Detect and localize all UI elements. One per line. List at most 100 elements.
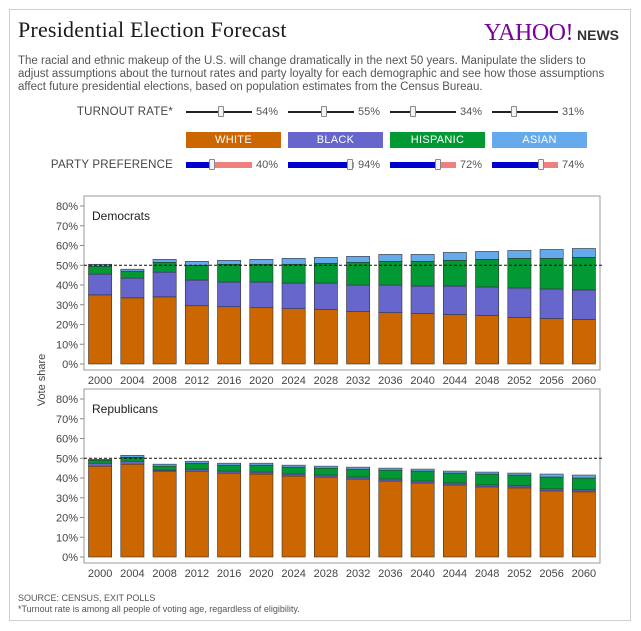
chart-1-x-tick-label: 2000 (88, 568, 112, 580)
chart-1-x-tick-label: 2036 (378, 568, 402, 580)
chart-0-bar-hispanic (442, 260, 467, 287)
chart-0-x-tick-label: 2044 (443, 375, 467, 387)
slider-handle[interactable] (347, 159, 354, 170)
democrat-share-fill (288, 162, 351, 168)
slider-handle[interactable] (510, 106, 517, 117)
chart-0-bar-white (475, 315, 500, 365)
chart-1-bar-asian (475, 471, 500, 475)
chart-1-bar-hispanic (249, 464, 274, 473)
chart-0-bar-white (249, 307, 274, 365)
chart-1-x-tick-label: 2028 (314, 568, 338, 580)
chart-0-bar-white (152, 296, 177, 365)
chart-0-bar-hispanic (281, 263, 306, 284)
chart-0-x-tick-label: 2024 (281, 375, 305, 387)
republican-share-fill (212, 162, 252, 168)
turnout-value-white: 54% (256, 106, 279, 118)
chart-0-bar-black (184, 279, 209, 307)
turnout-slider-asian[interactable] (492, 106, 558, 117)
chart-1-bar-white (442, 484, 467, 558)
logo-sub: NEWS (577, 27, 619, 43)
footnote-text: *Turnout rate is among all people of vot… (18, 604, 300, 614)
description: The racial and ethnic makeup of the U.S.… (18, 55, 605, 93)
chart-0-bar-asian (217, 260, 242, 265)
chart-0-bar-asian (152, 259, 177, 263)
chart-0-bar-white (539, 318, 564, 365)
slider-handle[interactable] (209, 159, 216, 170)
chart-0-bar-asian (507, 250, 532, 259)
chart-1-bar-white (410, 482, 435, 558)
chart-0-y-tick-label: 0% (62, 359, 78, 371)
chart-0-x-tick-label: 2016 (217, 375, 241, 387)
chart-1-y-tick-label: 40% (56, 473, 78, 485)
chart-1-bar-black (120, 460, 145, 465)
preference-slider-asian[interactable] (492, 159, 558, 170)
turnout-slider-white[interactable] (186, 106, 252, 117)
y-axis-label: Vote share (36, 354, 48, 407)
chart-0-bar-asian (475, 251, 500, 260)
chart-1-bar-asian (410, 468, 435, 472)
chart-1-bar-hispanic (539, 476, 564, 490)
chart-0-bar-white (507, 317, 532, 365)
chart-1-x-tick-label: 2060 (572, 568, 596, 580)
chart-0-bar-black (313, 282, 338, 310)
turnout-slider-hispanic[interactable] (390, 106, 456, 117)
chart-1-y-tick-label: 60% (56, 434, 78, 446)
chart-0-bar-asian (378, 254, 403, 262)
slider-handle[interactable] (321, 106, 327, 117)
preference-slider-white[interactable] (186, 159, 252, 170)
slider-track (390, 111, 456, 113)
chart-0-x-tick-label: 2012 (185, 375, 209, 387)
chart-0-x-tick-label: 2028 (314, 375, 338, 387)
chart-1-bar-hispanic (281, 466, 306, 475)
slider-handle[interactable] (218, 106, 225, 117)
chart-0-bar-hispanic (571, 257, 596, 291)
chart-0-bar-black (410, 285, 435, 314)
chart-1-bar-white (88, 465, 113, 558)
chart-0-bar-asian (346, 256, 371, 263)
turnout-value-black: 55% (358, 106, 381, 118)
chart-1-bar-asian (152, 463, 177, 467)
chart-1-bar-hispanic (571, 477, 596, 491)
chart-0-bar-black (475, 286, 500, 316)
turnout-value-asian: 31% (562, 106, 585, 118)
chart-1-bar-hispanic (313, 467, 338, 476)
chart-1-bar-white (313, 476, 338, 558)
chart-0-bar-white (88, 294, 113, 365)
chart-1-bar-hispanic (442, 472, 467, 484)
chart-1-x-tick-label: 2040 (410, 568, 434, 580)
page-title: Presidential Election Forecast (18, 17, 287, 42)
slider-handle[interactable] (434, 159, 441, 170)
chart-1-y-tick-label: 10% (56, 532, 78, 544)
source-note: SOURCE: CENSUS, EXIT POLLS *Turnout rate… (18, 593, 300, 615)
chart-0-bar-black (539, 288, 564, 319)
chart-1-bar-asian (378, 467, 403, 471)
chart-0-y-tick-label: 20% (56, 320, 78, 332)
chart-0-x-tick-label: 2004 (120, 375, 144, 387)
chart-1-bar-hispanic (475, 473, 500, 486)
chart-1-y-tick-label: 30% (56, 493, 78, 505)
chart-0-x-tick-label: 2036 (378, 375, 402, 387)
chart-0-x-tick-label: 2020 (249, 375, 273, 387)
slider-handle[interactable] (537, 159, 544, 170)
democrat-share-fill (186, 162, 213, 168)
chart-1-y-tick-label: 80% (56, 394, 78, 406)
preference-slider-hispanic[interactable] (390, 159, 456, 170)
chart-1-bar-asian (539, 473, 564, 478)
slider-handle[interactable] (410, 106, 417, 117)
chart-0-bar-black (442, 285, 467, 315)
chart-1-x-tick-label: 2024 (281, 568, 305, 580)
chart-1-bar-black (88, 462, 113, 467)
chart-0-y-tick-label: 30% (56, 300, 78, 312)
legend-white: WHITE (186, 132, 281, 148)
chart-1-bar-white (281, 475, 306, 558)
chart-0-bar-hispanic (313, 262, 338, 284)
turnout-slider-black[interactable] (288, 106, 354, 117)
chart-0-bar-asian (249, 259, 274, 265)
preference-slider-black[interactable] (288, 159, 354, 170)
chart-0-x-tick-label: 2056 (539, 375, 563, 387)
democrat-share-fill (390, 162, 438, 168)
chart-1-x-tick-label: 2012 (185, 568, 209, 580)
preference-value-asian: 74% (562, 159, 585, 171)
chart-0-bar-asian (571, 248, 596, 258)
